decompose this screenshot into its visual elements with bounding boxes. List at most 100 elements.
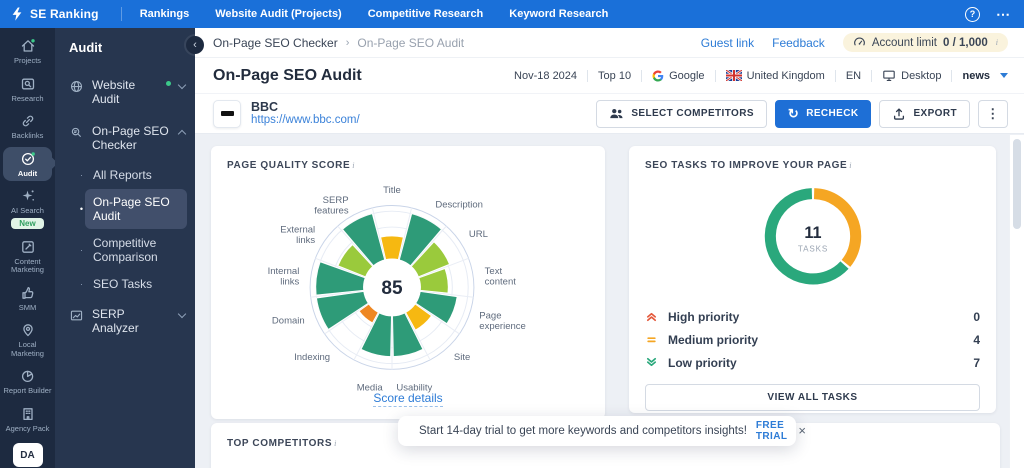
rail-item-audit[interactable]: Audit bbox=[3, 147, 52, 182]
brand-logo[interactable]: SE Ranking bbox=[10, 6, 99, 22]
rail-item-content-marketing[interactable]: Content Marketing bbox=[3, 235, 52, 278]
toast-message: Start 14-day trial to get more keywords … bbox=[419, 425, 747, 437]
audit-settings-bar: Nov-18 2024 Top 10 Google United Kingdom… bbox=[514, 69, 1008, 82]
target-row: BBC https://www.bbc.com/ SELECT COMPETIT… bbox=[195, 94, 1024, 134]
medium-priority-count: 4 bbox=[973, 333, 980, 347]
sidebar-title: Audit bbox=[55, 40, 195, 69]
sidebar-subitem-all-reports[interactable]: · All Reports bbox=[85, 162, 187, 188]
globe-icon bbox=[69, 79, 84, 94]
free-trial-link[interactable]: FREE TRIAL bbox=[756, 420, 787, 442]
audit-icon bbox=[20, 151, 36, 167]
top-nav-competitive-research[interactable]: Competitive Research bbox=[368, 8, 484, 20]
chevron-down-icon bbox=[178, 310, 186, 318]
thumbs-up-icon bbox=[20, 285, 36, 301]
serp-analyzer-icon bbox=[69, 308, 84, 323]
sidebar-subitem-seo-tasks[interactable]: · SEO Tasks bbox=[85, 271, 187, 297]
svg-text:Externallinks: Externallinks bbox=[280, 224, 315, 245]
status-dot bbox=[166, 81, 171, 86]
audit-depth[interactable]: Top 10 bbox=[598, 70, 631, 82]
rail-item-backlinks[interactable]: Backlinks bbox=[3, 109, 52, 144]
audit-date[interactable]: Nov-18 2024 bbox=[514, 70, 577, 82]
svg-text:TASKS: TASKS bbox=[797, 245, 827, 254]
chevron-down-icon bbox=[178, 81, 186, 89]
sidebar-item-onpage-seo-checker[interactable]: On-Page SEO Checker bbox=[55, 115, 195, 161]
svg-text:Textcontent: Textcontent bbox=[485, 266, 517, 287]
page-quality-wheel-chart[interactable]: 85TitleDescriptionURLTextcontentPageexpe… bbox=[211, 175, 573, 396]
tasks-legend: High priority 0 Medium priority 4 Low pr… bbox=[629, 299, 996, 374]
uk-flag-icon bbox=[726, 70, 742, 81]
home-icon bbox=[20, 38, 36, 54]
view-all-tasks-button[interactable]: VIEW ALL TASKS bbox=[645, 384, 980, 411]
gauge-icon bbox=[853, 36, 866, 49]
brand-name: SE Ranking bbox=[30, 7, 99, 21]
rail-item-local-marketing[interactable]: Local Marketing bbox=[3, 318, 52, 361]
svg-text:Indexing: Indexing bbox=[294, 352, 330, 363]
location[interactable]: United Kingdom bbox=[726, 70, 825, 82]
close-icon[interactable]: × bbox=[798, 425, 806, 437]
guest-link[interactable]: Guest link bbox=[701, 36, 754, 50]
svg-text:Domain: Domain bbox=[272, 315, 305, 326]
top-nav-keyword-research[interactable]: Keyword Research bbox=[509, 8, 608, 20]
more-actions-button[interactable]: ⋮ bbox=[978, 100, 1008, 128]
sidebar-item-serp-analyzer[interactable]: SERP Analyzer bbox=[55, 298, 195, 344]
info-icon: i bbox=[334, 439, 336, 448]
pie-chart-icon bbox=[20, 368, 36, 384]
target-url-link[interactable]: https://www.bbc.com/ bbox=[251, 114, 360, 126]
scrollbar-thumb[interactable] bbox=[1013, 139, 1021, 229]
research-icon bbox=[20, 76, 36, 92]
score-details-link[interactable]: Score details bbox=[373, 391, 442, 407]
competitive-comparison-icon: · bbox=[77, 245, 86, 255]
rail-item-smm[interactable]: SMM bbox=[3, 281, 52, 316]
bbc-logo-mark bbox=[221, 111, 234, 116]
keyword-selector[interactable]: news bbox=[962, 70, 1008, 82]
search-engine[interactable]: Google bbox=[652, 70, 704, 82]
dashboard-cards: PAGE QUALITY SCORE i 85TitleDescriptionU… bbox=[195, 135, 1008, 419]
breadcrumb-separator: › bbox=[346, 37, 350, 49]
new-badge: New bbox=[11, 218, 43, 229]
active-bullet-icon: • bbox=[77, 204, 86, 214]
content-marketing-icon bbox=[20, 239, 36, 255]
sidebar-collapse-button[interactable]: ‹ bbox=[186, 36, 204, 54]
low-priority-icon bbox=[645, 356, 658, 369]
topbar-divider bbox=[121, 7, 122, 21]
info-icon: i bbox=[996, 38, 998, 47]
rail-item-da[interactable]: DA bbox=[3, 439, 52, 468]
legend-row-high-priority: High priority 0 bbox=[645, 305, 980, 328]
svg-text:Internallinks: Internallinks bbox=[268, 266, 300, 287]
info-icon: i bbox=[849, 161, 851, 170]
rail-item-projects[interactable]: Projects bbox=[3, 34, 52, 69]
export-button[interactable]: EXPORT bbox=[879, 100, 970, 128]
svg-text:Title: Title bbox=[383, 185, 401, 196]
device[interactable]: Desktop bbox=[882, 69, 941, 82]
select-competitors-button[interactable]: SELECT COMPETITORS bbox=[596, 100, 767, 128]
breadcrumb-parent[interactable]: On-Page SEO Checker bbox=[213, 36, 338, 50]
seo-tasks-card: SEO TASKS TO IMPROVE YOUR PAGE i 11TASKS… bbox=[629, 146, 996, 413]
sidebar-subitem-competitive-comparison[interactable]: · Competitive Comparison bbox=[85, 230, 187, 270]
tasks-donut-chart[interactable]: 11TASKS bbox=[749, 177, 877, 299]
scrollbar-track[interactable] bbox=[1009, 135, 1024, 468]
top-nav: Rankings Website Audit (Projects) Compet… bbox=[140, 8, 609, 20]
top-nav-rankings[interactable]: Rankings bbox=[140, 8, 190, 20]
account-limit-badge[interactable]: Account limit 0 / 1,000 i bbox=[843, 33, 1008, 52]
sidebar-item-website-audit[interactable]: Website Audit bbox=[55, 69, 195, 115]
help-icon[interactable]: ? bbox=[965, 7, 980, 22]
audit-sidebar: ‹ Audit Website Audit On-Page SEO Checke… bbox=[55, 28, 195, 468]
more-menu-icon[interactable]: ⋯ bbox=[996, 9, 1010, 19]
high-priority-icon bbox=[645, 310, 658, 323]
location-pin-icon bbox=[20, 322, 36, 338]
top-nav-website-audit[interactable]: Website Audit (Projects) bbox=[215, 8, 342, 20]
language[interactable]: EN bbox=[846, 70, 861, 82]
competitors-card-title: TOP COMPETITORS bbox=[227, 438, 332, 449]
ai-search-icon bbox=[20, 188, 36, 204]
rail-item-ai-search[interactable]: AI Search New bbox=[3, 184, 52, 232]
svg-text:Pageexperience: Pageexperience bbox=[479, 311, 526, 332]
feedback-link[interactable]: Feedback bbox=[772, 36, 825, 50]
lightning-logo-icon bbox=[10, 6, 24, 22]
recheck-button[interactable]: ↻ RECHECK bbox=[775, 100, 872, 128]
sidebar-subitem-onpage-seo-audit[interactable]: • On-Page SEO Audit bbox=[85, 189, 187, 229]
rail-item-report-builder[interactable]: Report Builder bbox=[3, 364, 52, 399]
trial-toast: Start 14-day trial to get more keywords … bbox=[398, 416, 796, 446]
rail-item-research[interactable]: Research bbox=[3, 72, 52, 107]
icon-rail: Projects Research Backlinks Audit AI Sea… bbox=[0, 28, 55, 468]
rail-item-agency-pack[interactable]: Agency Pack bbox=[3, 402, 52, 437]
